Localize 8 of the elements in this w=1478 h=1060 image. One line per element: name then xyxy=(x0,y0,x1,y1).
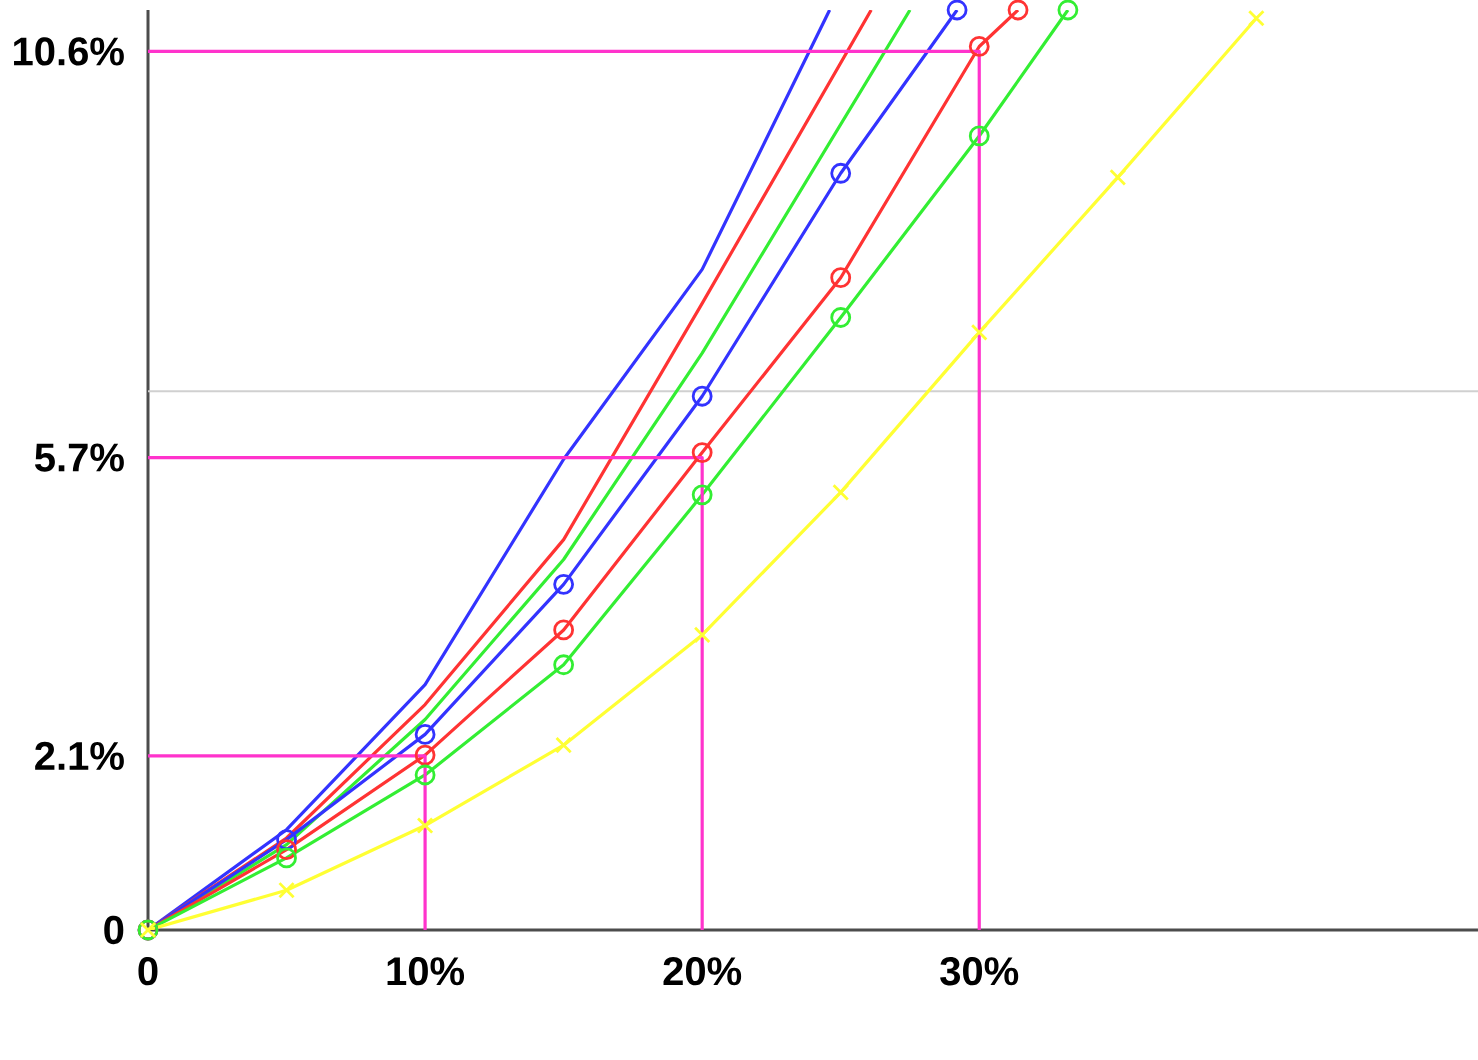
y-tick-label: 0 xyxy=(104,915,124,945)
y-tick-label: 5.7% xyxy=(34,443,124,472)
x-tick-label: 0 xyxy=(138,957,158,986)
x-tick-label: 10% xyxy=(387,957,465,986)
x-tick-label: 30% xyxy=(940,957,1019,986)
y-tick-label: 2.1% xyxy=(35,741,124,771)
y-tick-label: 10.6% xyxy=(14,37,124,66)
x-tick-label: 20% xyxy=(663,957,742,986)
